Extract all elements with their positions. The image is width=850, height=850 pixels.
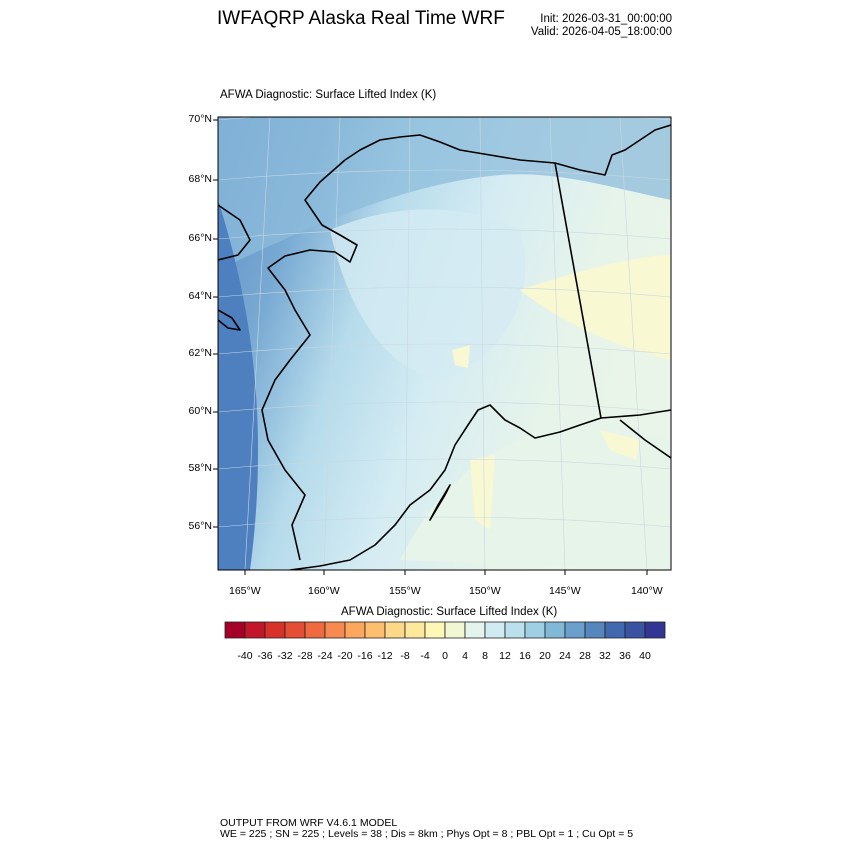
colorbar-label: -32 (277, 650, 293, 662)
lon-label: 155°W (389, 585, 421, 597)
plot-title: IWFAQRP Alaska Real Time WRF (217, 8, 505, 29)
colorbar-box (504, 621, 526, 639)
lat-label: 68°N (188, 173, 212, 185)
colorbar-label: 28 (579, 650, 591, 662)
colorbar-box (604, 621, 626, 639)
colorbar-box (464, 621, 486, 639)
colorbar-label: -4 (420, 650, 430, 662)
init-valid-times: Init: 2026-03-31_00:00:00 Valid: 2026-04… (531, 13, 672, 39)
lat-label: 64°N (188, 290, 212, 302)
colorbar-label: -36 (257, 650, 273, 662)
colorbar-box (344, 621, 366, 639)
colorbar-box (304, 621, 326, 639)
colorbar-label: -28 (297, 650, 313, 662)
coastlines (218, 124, 671, 570)
map-frame (217, 116, 672, 571)
colorbar-box (264, 621, 286, 639)
lat-label: 58°N (188, 462, 212, 474)
colorbar-box (544, 621, 566, 639)
lon-label: 150°W (469, 585, 501, 597)
valid-time: Valid: 2026-04-05_18:00:00 (530, 26, 672, 38)
colorbar-box (444, 621, 466, 639)
colorbar-label: 40 (639, 650, 651, 662)
model-settings: WE = 225 ; SN = 225 ; Levels = 38 ; Dis … (220, 828, 634, 840)
lat-label: 70°N (188, 113, 212, 125)
colorbar-box (644, 621, 666, 639)
colorbar-label: -8 (400, 650, 410, 662)
lat-label: 66°N (188, 232, 212, 244)
colorbar-box (324, 621, 346, 639)
colorbar-label: 16 (519, 650, 531, 662)
colorbar-box (384, 621, 406, 639)
colorbar-label: 0 (442, 650, 448, 662)
colorbar-label: -40 (237, 650, 253, 662)
colorbar-label: -16 (357, 650, 373, 662)
colorbar-label: 8 (482, 650, 488, 662)
colorbar-label: -12 (377, 650, 393, 662)
graticule (218, 117, 671, 570)
model-version: OUTPUT FROM WRF V4.6.1 MODEL (220, 817, 398, 829)
colorbar-box (364, 621, 386, 639)
lat-label: 60°N (188, 405, 212, 417)
colorbar-box (224, 621, 246, 639)
colorbar-box (284, 621, 306, 639)
colorbar-label: 36 (619, 650, 631, 662)
lon-label: 160°W (308, 585, 340, 597)
colorbar-label: -20 (337, 650, 353, 662)
init-time: Init: 2026-03-31_00:00:00 (540, 13, 672, 25)
colorbar-box (244, 621, 266, 639)
colorbar-label: -24 (317, 650, 333, 662)
colorbar-box (424, 621, 446, 639)
lon-label: 165°W (229, 585, 261, 597)
colorbar-label: 4 (462, 650, 468, 662)
model-info-footer: OUTPUT FROM WRF V4.6.1 MODEL WE = 225 ; … (220, 818, 633, 840)
lat-label: 62°N (188, 347, 212, 359)
lifted-index-field (218, 117, 671, 570)
colorbar-label: 24 (559, 650, 571, 662)
colorbar-label: 32 (599, 650, 611, 662)
colorbar-box (564, 621, 586, 639)
colorbar-box (524, 621, 546, 639)
colorbar-box (624, 621, 646, 639)
colorbar-label: 12 (499, 650, 511, 662)
colorbar-label: 20 (539, 650, 551, 662)
field-subtitle: AFWA Diagnostic: Surface Lifted Index (K… (220, 89, 437, 101)
colorbar-box (484, 621, 506, 639)
lon-label: 140°W (631, 585, 663, 597)
colorbar-title: AFWA Diagnostic: Surface Lifted Index (K… (341, 606, 558, 618)
lat-label: 56°N (188, 520, 212, 532)
colorbar-box (404, 621, 426, 639)
lon-label: 145°W (549, 585, 581, 597)
colorbar-box (584, 621, 606, 639)
colorbar (224, 621, 666, 639)
